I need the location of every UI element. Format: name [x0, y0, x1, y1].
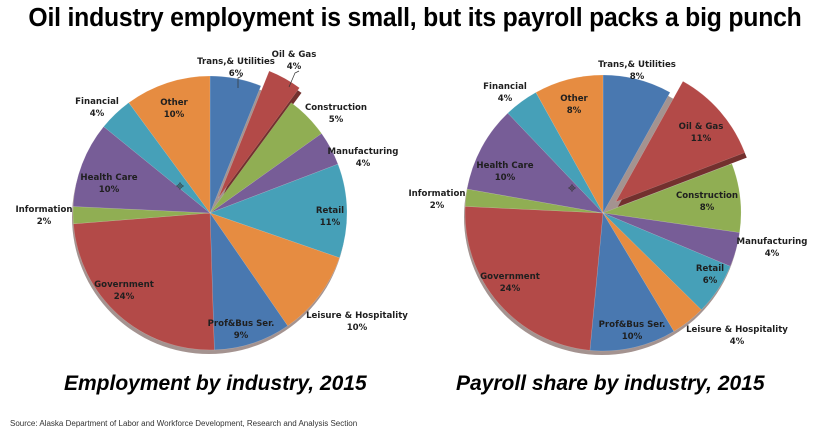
payroll-label-name: Information	[408, 189, 465, 199]
payroll-label-name: Trans,& Utilities	[598, 60, 676, 70]
payroll-label-value: 4%	[730, 337, 745, 347]
employment-label-name: Other	[160, 98, 188, 108]
employment-label-value: 10%	[347, 323, 368, 333]
payroll-label-value: 11%	[691, 134, 712, 144]
employment-label-value: 4%	[287, 62, 302, 72]
payroll-label-name: Leisure & Hospitality	[686, 325, 788, 335]
payroll-slice-financial	[507, 92, 604, 214]
payroll-label-name: Financial	[483, 82, 527, 92]
payroll-pie-chart: Trans,& Utilities 8% Oil & Gas 11% Construct…	[408, 60, 808, 355]
payroll-slice-manufacturing	[602, 212, 740, 267]
employment-label-value: 5%	[329, 115, 344, 125]
employment-slice-information	[72, 206, 211, 225]
employment-label-name: Manufacturing	[328, 147, 399, 157]
employment-label-value: 10%	[99, 185, 120, 195]
payroll-label-name: Retail	[696, 264, 724, 274]
payroll-label-name: Oil & Gas	[679, 122, 724, 132]
employment-slice-government	[73, 212, 215, 351]
payroll-label-name: Government	[480, 272, 540, 282]
payroll-label-value: 6%	[703, 276, 718, 286]
payroll-slice-prof-bus-ser	[589, 212, 675, 352]
employment-slice-manufacturing	[209, 133, 339, 214]
payroll-label-name: Prof&Bus Ser.	[599, 320, 666, 330]
employment-slice-trans-utilities	[209, 75, 262, 214]
employment-label-value: 9%	[234, 331, 249, 341]
source-note: Source: Alaska Department of Labor and W…	[10, 419, 358, 428]
employment-slice-leisure-hospitality	[209, 212, 340, 327]
employment-label-name: Health Care	[80, 173, 137, 183]
payroll-slice-government	[464, 206, 604, 351]
employment-label-value: 4%	[90, 109, 105, 119]
employment-label-name: Prof&Bus Ser.	[208, 319, 275, 329]
label-leader-line	[237, 75, 243, 88]
payroll-slice-information	[464, 188, 604, 214]
payroll-label-value: 10%	[622, 332, 643, 342]
employment-label-value: 2%	[37, 217, 52, 227]
employment-slice-prof-bus-ser	[209, 212, 289, 351]
payroll-chart-subtitle: Payroll share by industry, 2015	[456, 372, 765, 395]
crosshair-marker-icon	[568, 184, 576, 192]
payroll-label-name: Other	[560, 94, 588, 104]
employment-label-value: 11%	[320, 218, 341, 228]
employment-slice-other	[128, 75, 211, 214]
payroll-slice-construction	[602, 163, 742, 233]
employment-slice-oil-gas	[218, 70, 300, 199]
employment-label-name: Construction	[305, 103, 367, 113]
payroll-label-value: 4%	[765, 249, 780, 259]
payroll-label-value: 8%	[700, 203, 715, 213]
employment-slice-financial	[103, 102, 211, 214]
employment-label-value: 10%	[164, 110, 185, 120]
payroll-slice-other	[535, 74, 604, 214]
label-leader-line	[288, 70, 300, 88]
employment-label-name: Information	[15, 205, 72, 215]
employment-label-name: Financial	[75, 97, 119, 107]
employment-label-value: 24%	[114, 292, 135, 302]
employment-label-name: Government	[94, 280, 154, 290]
employment-slice-retail	[209, 163, 348, 259]
employment-label-name: Oil & Gas	[272, 50, 317, 60]
payroll-slice-leisure-hospitality	[602, 212, 702, 332]
employment-pie-chart: Trans,& Utilities 6% Oil & Gas 4% Constructi…	[15, 50, 408, 354]
employment-label-name: Leisure & Hospitality	[306, 311, 408, 321]
employment-label-name: Retail	[316, 206, 344, 216]
page-title: Oil industry employment is small, but it…	[28, 4, 802, 32]
payroll-label-value: 24%	[500, 284, 521, 294]
employment-slice-health-care	[72, 126, 211, 214]
payroll-label-value: 2%	[430, 201, 445, 211]
employment-label-value: 6%	[229, 69, 244, 79]
payroll-label-value: 8%	[567, 106, 582, 116]
employment-label-value: 4%	[356, 159, 371, 169]
payroll-slice-trans-utilities	[602, 74, 671, 214]
payroll-slice-oil-gas	[615, 80, 746, 203]
employment-chart-subtitle: Employment by industry, 2015	[64, 372, 367, 395]
payroll-slice-retail	[602, 212, 731, 311]
payroll-label-name: Manufacturing	[737, 237, 808, 247]
employment-label-name: Trans,& Utilities	[197, 57, 275, 67]
payroll-label-value: 4%	[498, 94, 513, 104]
payroll-label-value: 8%	[630, 72, 645, 82]
crosshair-marker-icon	[176, 182, 184, 190]
payroll-label-value: 10%	[495, 173, 516, 183]
payroll-label-name: Health Care	[476, 161, 533, 171]
employment-slice-construction	[209, 102, 322, 214]
payroll-label-name: Construction	[676, 191, 738, 201]
